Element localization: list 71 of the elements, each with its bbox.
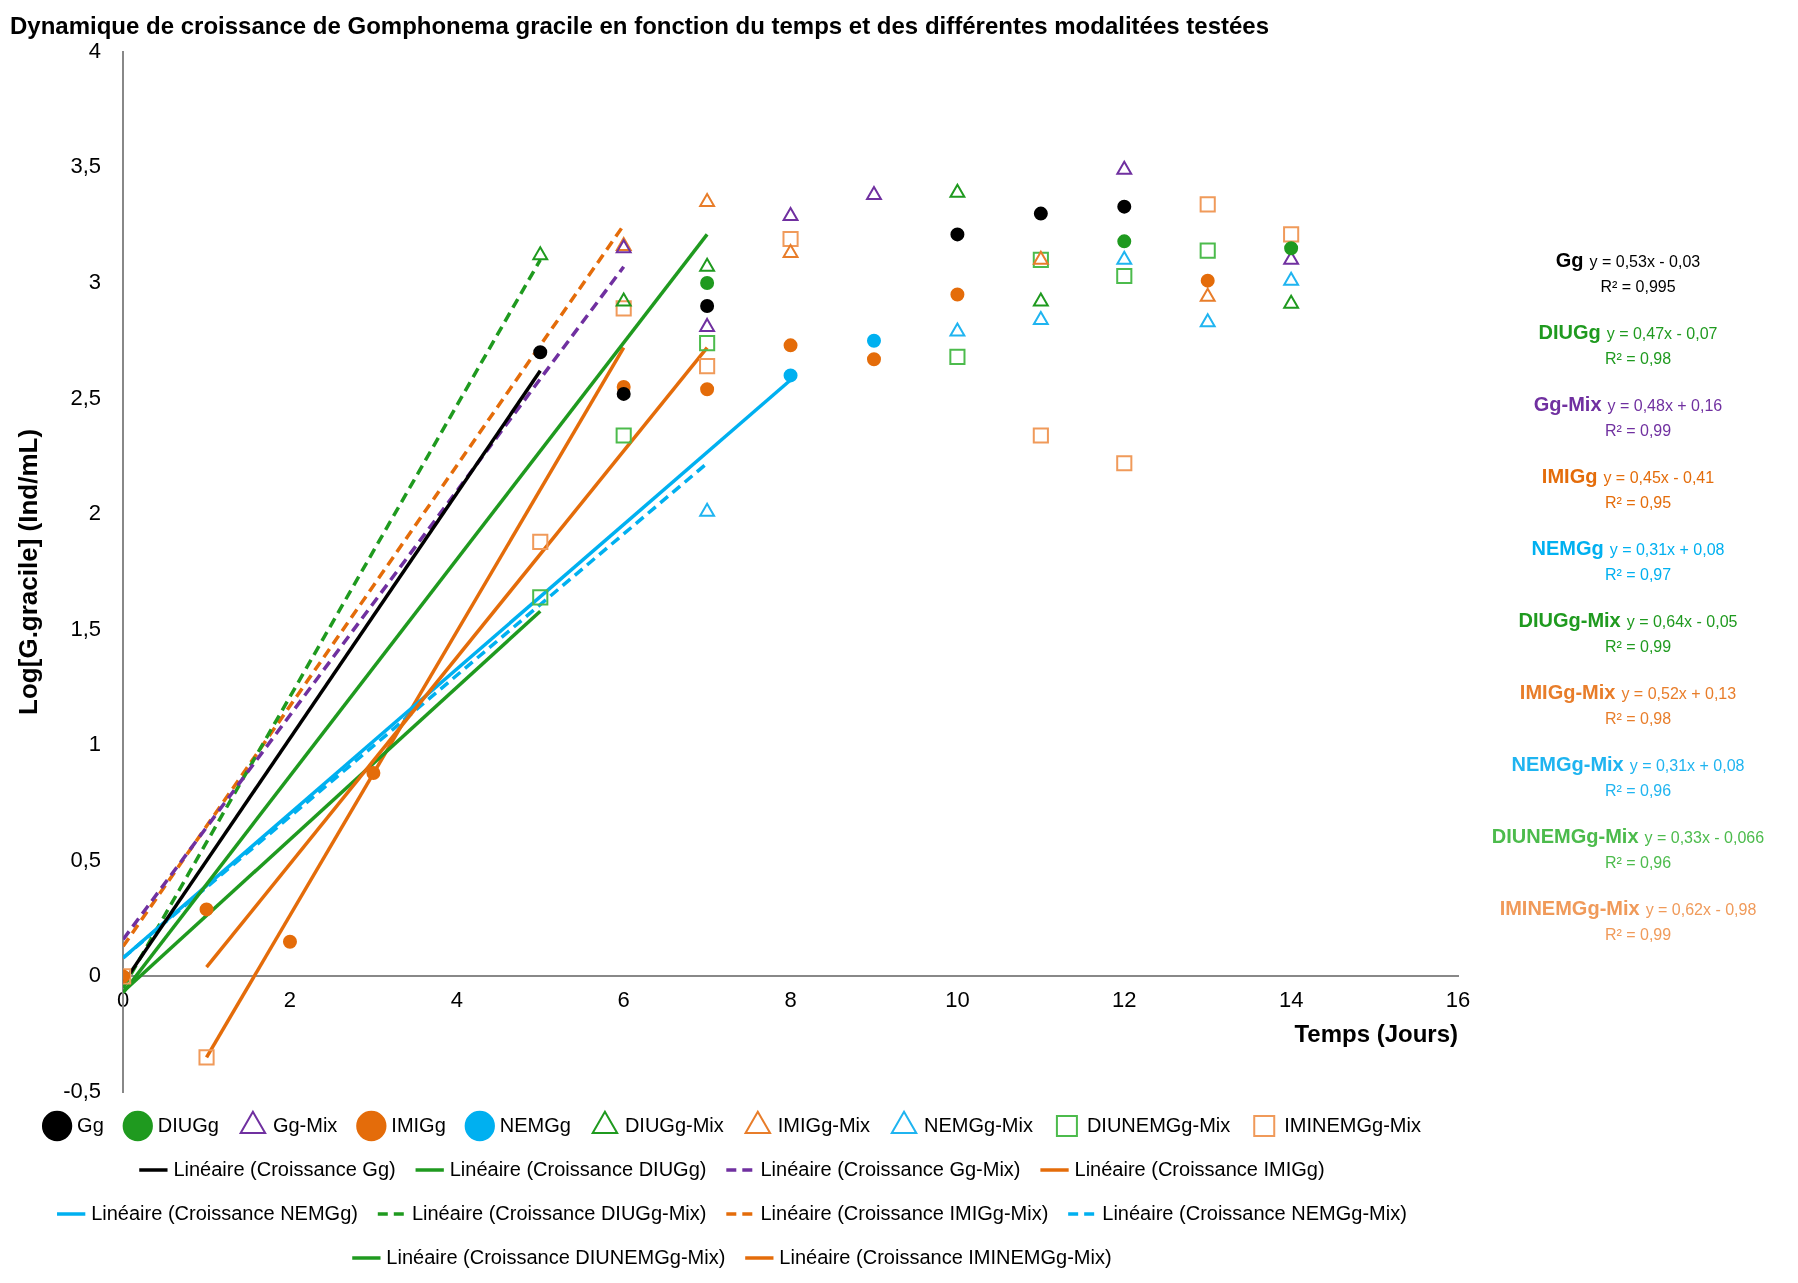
text: IMINEMGg-Mix xyxy=(1499,897,1640,920)
text: y = 0,45x - 0,41 xyxy=(1603,469,1715,487)
text: R² = 0,97 xyxy=(1604,566,1672,584)
legend-label: Gg-Mix xyxy=(272,1113,338,1136)
text: y = 0,31x + 0,08 xyxy=(1609,541,1725,559)
legend-label: Gg xyxy=(77,1113,104,1136)
legend-label: Linéaire (Croissance DIUGg) xyxy=(449,1157,707,1180)
text: R² = 0,95 xyxy=(1604,494,1672,512)
text: y = 0,53x - 0,03 xyxy=(1589,253,1701,271)
y-tick-label: 2 xyxy=(88,500,102,526)
legend-label: Linéaire (Croissance Gg-Mix) xyxy=(760,1157,1021,1180)
text: IMIGg-Mix xyxy=(1519,681,1616,704)
text: DIUGg xyxy=(1538,321,1601,344)
y-tick-label: 1,5 xyxy=(70,615,102,641)
y-tick-label: 0,5 xyxy=(70,846,102,872)
text: y = 0,52x + 0,13 xyxy=(1621,685,1737,703)
x-tick-label: 4 xyxy=(450,986,463,1012)
y-tick-label: 3 xyxy=(88,269,102,295)
legend-label: NEMGg xyxy=(499,1113,571,1136)
x-tick-label: 12 xyxy=(1112,986,1137,1012)
text: y = 0,47x - 0,07 xyxy=(1606,325,1718,343)
text: R² = 0,98 xyxy=(1604,710,1672,728)
text: IMIGg xyxy=(1541,465,1598,488)
text: R² = 0,98 xyxy=(1604,350,1672,368)
text: y = 0,48x + 0,16 xyxy=(1607,397,1723,415)
text: NEMGg-Mix xyxy=(1511,753,1624,776)
text: NEMGg xyxy=(1531,537,1604,560)
y-tick-label: -0,5 xyxy=(63,1078,102,1104)
text: y = 0,64x - 0,05 xyxy=(1626,613,1738,631)
text: R² = 0,995 xyxy=(1600,278,1676,296)
x-tick-label: 6 xyxy=(617,986,630,1012)
text: DIUNEMGg-Mix xyxy=(1491,825,1639,848)
y-tick-label: 4 xyxy=(88,37,102,63)
legend-label: Linéaire (Croissance DIUGg-Mix) xyxy=(411,1201,707,1224)
legend-label: Linéaire (Croissance IMIGg-Mix) xyxy=(760,1201,1049,1224)
y-tick-label: 1 xyxy=(88,731,102,757)
legend-label: IMIGg-Mix xyxy=(777,1113,871,1136)
x-tick-label: 10 xyxy=(945,986,970,1012)
legend-label: IMIGg xyxy=(391,1113,446,1136)
legend-label: DIUGg-Mix xyxy=(624,1113,724,1136)
text: DIUGg-Mix xyxy=(1518,609,1621,632)
y-tick-label: 0 xyxy=(88,962,102,988)
x-axis-title: Temps (Jours) xyxy=(1294,1019,1458,1047)
y-tick-label: 3,5 xyxy=(70,153,102,179)
text: y = 0,31x + 0,08 xyxy=(1629,757,1745,775)
chart-title: Dynamique de croissance de Gomphonema gracile en fonction du temps et des différentes modalitées testées xyxy=(10,12,1270,40)
legend-label: Linéaire (Croissance IMINEMGg-Mix) xyxy=(779,1245,1112,1268)
text: R² = 0,96 xyxy=(1604,854,1672,872)
text: R² = 0,99 xyxy=(1604,638,1672,656)
legend-label: DIUGg xyxy=(157,1113,219,1136)
y-axis-title: Log[G.gracile] (Ind/mL) xyxy=(12,428,43,715)
legend-label: NEMGg-Mix xyxy=(924,1113,1033,1136)
text: y = 0,33x - 0,066 xyxy=(1644,829,1765,847)
y-tick-label: 2,5 xyxy=(70,384,102,410)
x-tick-label: 8 xyxy=(784,986,797,1012)
legend-label: IMINEMGg-Mix xyxy=(1284,1113,1421,1136)
legend-label: Linéaire (Croissance IMIGg) xyxy=(1074,1157,1325,1180)
x-tick-label: 16 xyxy=(1445,986,1471,1012)
legend-label: Linéaire (Croissance NEMGg-Mix) xyxy=(1102,1201,1407,1224)
text: R² = 0,99 xyxy=(1604,422,1672,440)
legend-label: Linéaire (Croissance NEMGg) xyxy=(91,1201,358,1224)
legend-label: DIUNEMGg-Mix xyxy=(1086,1113,1231,1136)
text: R² = 0,96 xyxy=(1604,782,1672,800)
x-tick-label: 14 xyxy=(1278,986,1304,1012)
x-tick-label: 2 xyxy=(283,986,297,1012)
text: y = 0,62x - 0,98 xyxy=(1645,901,1757,919)
text: R² = 0,99 xyxy=(1604,926,1672,944)
text: Gg-Mix xyxy=(1533,393,1602,416)
text: Gg xyxy=(1555,249,1584,272)
legend-label: Linéaire (Croissance Gg) xyxy=(173,1157,396,1180)
legend-label: Linéaire (Croissance DIUNEMGg-Mix) xyxy=(386,1245,726,1268)
